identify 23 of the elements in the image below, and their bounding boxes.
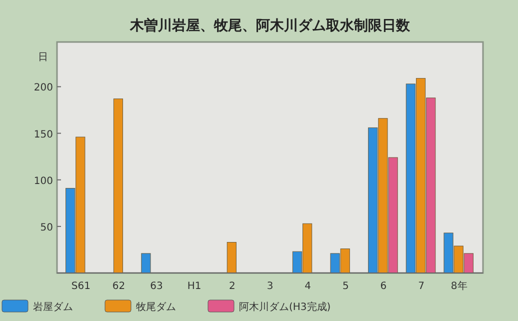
legend-label: 阿木川ダム(H3完成) bbox=[239, 301, 331, 313]
y-tick-label: 200 bbox=[34, 82, 53, 94]
chart-title: 木曽川岩屋、牧尾、阿木川ダム取水制限日数 bbox=[129, 17, 411, 34]
y-tick-label: 150 bbox=[34, 129, 53, 140]
x-tick-label: 6 bbox=[380, 281, 387, 292]
x-tick-label: H1 bbox=[187, 281, 202, 292]
y-axis-title: 日 bbox=[38, 52, 48, 63]
x-tick-label: 2 bbox=[228, 281, 236, 292]
x-tick-label: 63 bbox=[150, 281, 163, 292]
x-tick-label: 7 bbox=[418, 281, 424, 292]
y-tick-label: 100 bbox=[34, 176, 53, 187]
legend-label: 岩屋ダム bbox=[33, 301, 73, 313]
bar bbox=[113, 98, 124, 274]
x-tick-label: 8年 bbox=[450, 280, 468, 292]
x-tick-label: 3 bbox=[266, 281, 274, 292]
y-tick-label: 50 bbox=[40, 222, 53, 234]
bar bbox=[226, 242, 236, 274]
x-tick-label: 4 bbox=[304, 281, 312, 292]
bar bbox=[141, 253, 151, 274]
x-tick-label: S61 bbox=[71, 281, 90, 292]
legend-label: 牧尾ダム bbox=[136, 301, 176, 313]
x-tick-label: 5 bbox=[342, 281, 349, 292]
x-tick-label: 62 bbox=[112, 281, 126, 292]
